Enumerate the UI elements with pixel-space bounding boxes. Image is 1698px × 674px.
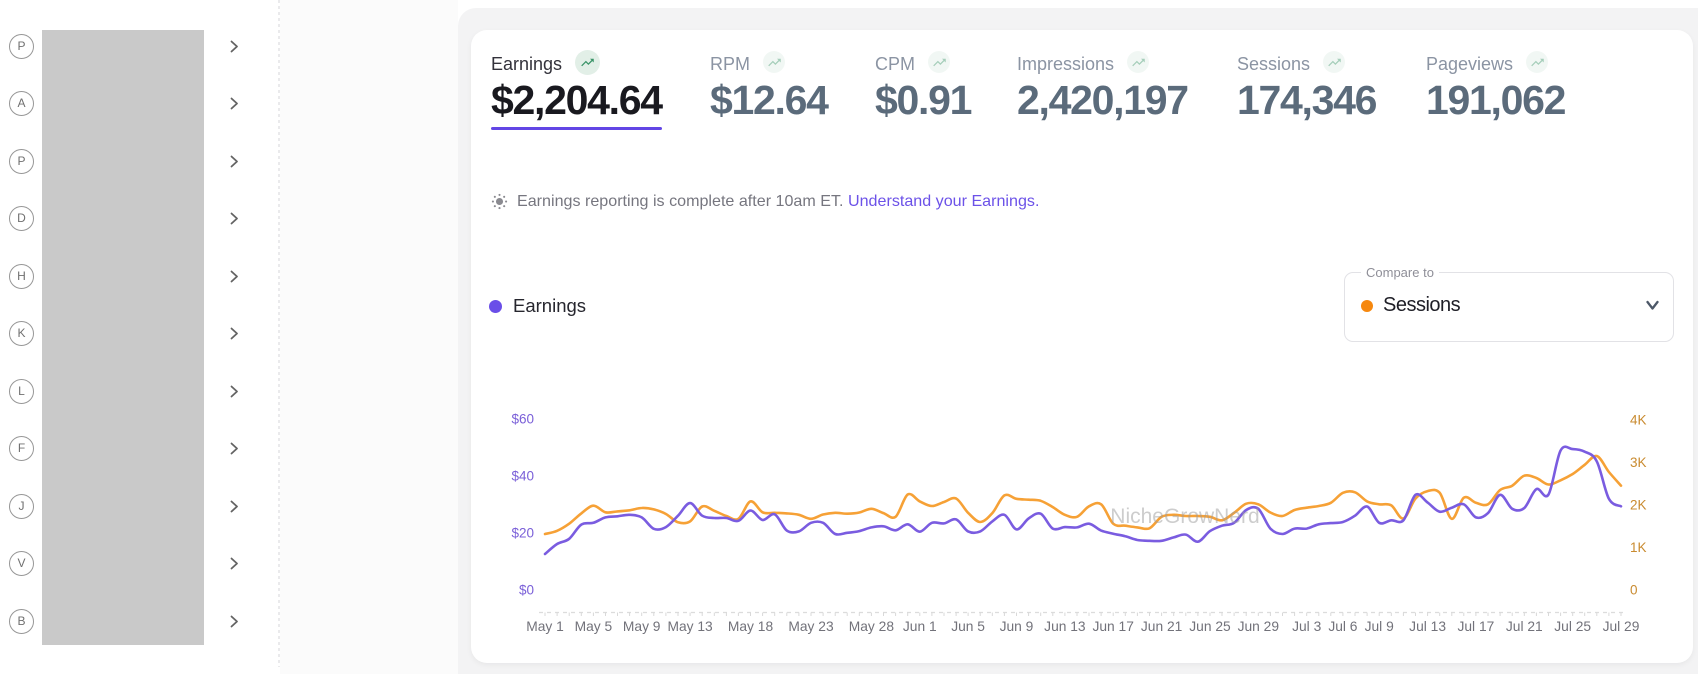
svg-text:Jul 6: Jul 6 xyxy=(1328,619,1357,634)
svg-text:Jun 9: Jun 9 xyxy=(1000,619,1034,634)
svg-text:May 13: May 13 xyxy=(667,619,713,634)
svg-text:NicheGrowNerd: NicheGrowNerd xyxy=(1110,505,1259,528)
svg-text:Jun 17: Jun 17 xyxy=(1092,619,1133,634)
svg-text:Jun 13: Jun 13 xyxy=(1044,619,1086,634)
svg-text:Jul 25: Jul 25 xyxy=(1554,619,1591,634)
svg-text:May 1: May 1 xyxy=(526,619,564,634)
svg-text:Jul 13: Jul 13 xyxy=(1409,619,1446,634)
svg-text:May 18: May 18 xyxy=(728,619,774,634)
svg-text:May 5: May 5 xyxy=(575,619,613,634)
svg-text:Jun 21: Jun 21 xyxy=(1141,619,1182,634)
svg-text:Jun 29: Jun 29 xyxy=(1238,619,1280,634)
svg-text:Jul 17: Jul 17 xyxy=(1457,619,1494,634)
svg-text:May 9: May 9 xyxy=(623,619,661,634)
svg-text:Jul 9: Jul 9 xyxy=(1365,619,1394,634)
svg-text:$40: $40 xyxy=(511,469,534,484)
svg-text:May 28: May 28 xyxy=(849,619,895,634)
svg-text:$60: $60 xyxy=(511,412,534,427)
svg-text:0: 0 xyxy=(1630,583,1638,598)
svg-text:Jul 29: Jul 29 xyxy=(1603,619,1640,634)
svg-text:1K: 1K xyxy=(1630,540,1647,555)
svg-text:Jul 3: Jul 3 xyxy=(1292,619,1321,634)
svg-text:Jun 1: Jun 1 xyxy=(903,619,937,634)
svg-text:Jun 5: Jun 5 xyxy=(951,619,985,634)
svg-text:$0: $0 xyxy=(519,583,534,598)
svg-text:May 23: May 23 xyxy=(788,619,834,634)
svg-text:4K: 4K xyxy=(1630,413,1647,428)
svg-text:Jun 25: Jun 25 xyxy=(1189,619,1231,634)
svg-text:Jul 21: Jul 21 xyxy=(1506,619,1543,634)
svg-text:3K: 3K xyxy=(1630,455,1647,470)
svg-text:2K: 2K xyxy=(1630,498,1647,513)
svg-text:$20: $20 xyxy=(511,526,534,541)
